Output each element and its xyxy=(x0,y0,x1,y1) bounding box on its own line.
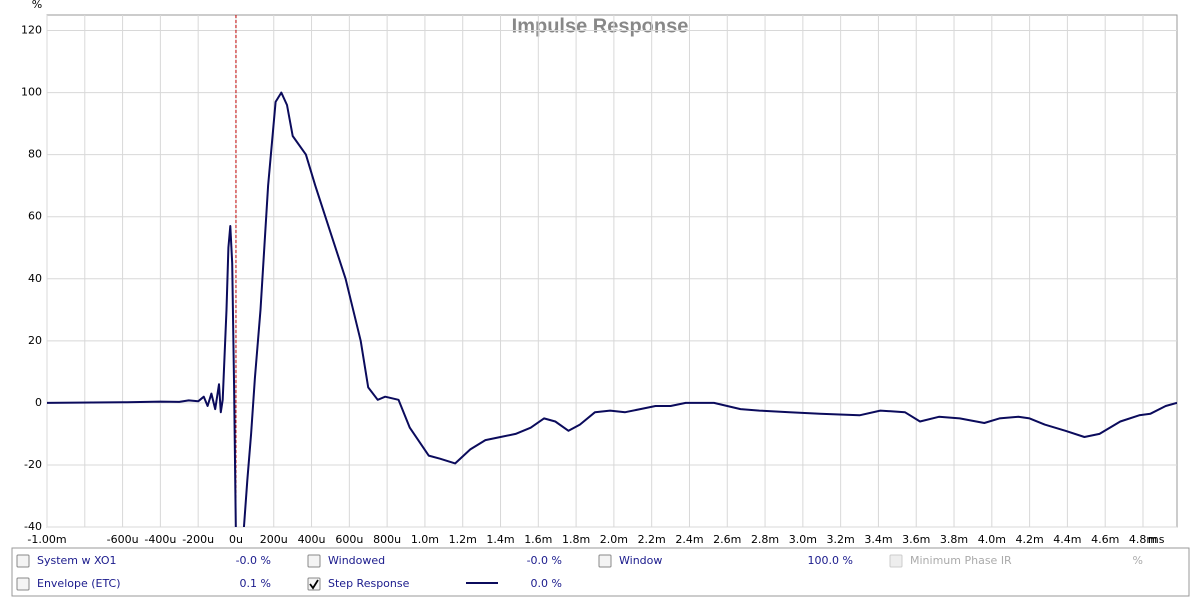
checkbox[interactable] xyxy=(307,554,321,568)
x-tick-label: 1.6m xyxy=(524,533,552,546)
y-unit: % xyxy=(32,0,42,11)
x-tick-label: 4.6m xyxy=(1091,533,1119,546)
x-tick-label: 1.2m xyxy=(449,533,477,546)
y-tick-label: 80 xyxy=(28,148,42,161)
line xyxy=(47,91,1177,527)
checkbox[interactable] xyxy=(16,577,30,591)
checkbox-label: Minimum Phase IR xyxy=(910,554,1012,567)
check-mark xyxy=(309,579,319,590)
checkbox-label: Windowed xyxy=(328,554,385,567)
checkbox[interactable] xyxy=(307,577,321,591)
y-tick-label: 100 xyxy=(21,86,42,99)
y-tick-label: 20 xyxy=(28,334,42,347)
panel-value: 100.0 % xyxy=(808,554,853,567)
x-tick-label: 2.0m xyxy=(600,533,628,546)
x-tick-label: -200u xyxy=(182,533,214,546)
x-tick-label: 800u xyxy=(373,533,401,546)
y-tick-label: -20 xyxy=(24,458,42,471)
x-tick-label: -600u xyxy=(107,533,139,546)
checkbox-box xyxy=(307,577,321,591)
checkbox-label: Envelope (ETC) xyxy=(37,577,121,590)
x-tick-label: -1.00m xyxy=(27,533,66,546)
x-tick-label: 3.8m xyxy=(940,533,968,546)
y-tick-label: 0 xyxy=(35,396,42,409)
x-tick-label: 200u xyxy=(260,533,288,546)
panel-value: 0.1 % xyxy=(240,577,271,590)
x-tick-label: 2.4m xyxy=(675,533,703,546)
x-tick-label: 0u xyxy=(229,533,243,546)
checkbox-box xyxy=(598,554,612,568)
checkbox-box xyxy=(16,554,30,568)
plot-area xyxy=(46,14,1178,528)
x-tick-label: 4.4m xyxy=(1053,533,1081,546)
x-tick-label: 2.6m xyxy=(713,533,741,546)
panel-value: 0.0 % xyxy=(531,577,562,590)
y-tick-label: -40 xyxy=(24,520,42,533)
x-tick-label: 4.0m xyxy=(978,533,1006,546)
panel-value: % xyxy=(1133,554,1143,567)
chart-title: Impulse Response xyxy=(512,15,689,37)
y-tick-label: 120 xyxy=(21,24,42,37)
x-tick-label: 2.8m xyxy=(751,533,779,546)
checkbox-box xyxy=(889,554,903,568)
checkbox-box xyxy=(307,554,321,568)
x-tick-label: 3.6m xyxy=(902,533,930,546)
x-tick-label: 400u xyxy=(298,533,326,546)
checkbox-label: Window xyxy=(619,554,662,567)
x-unit: ms xyxy=(1148,533,1165,546)
x-tick-label: 1.4m xyxy=(486,533,514,546)
y-tick-label: 60 xyxy=(28,210,42,223)
x-tick-label: 4.2m xyxy=(1015,533,1043,546)
x-tick-label: 3.4m xyxy=(864,533,892,546)
checkbox-box xyxy=(16,577,30,591)
x-tick-label: 3.0m xyxy=(789,533,817,546)
y-tick-label: 40 xyxy=(28,272,42,285)
x-tick-label: 1.0m xyxy=(411,533,439,546)
x-tick-label: 3.2m xyxy=(827,533,855,546)
x-tick-label: 2.2m xyxy=(638,533,666,546)
panel-value: -0.0 % xyxy=(527,554,562,567)
x-tick-label: 4.8m xyxy=(1129,533,1157,546)
x-tick-label: -400u xyxy=(144,533,176,546)
checkbox-label: Step Response xyxy=(328,577,410,590)
checkbox xyxy=(889,554,903,568)
x-tick-label: 1.8m xyxy=(562,533,590,546)
panel-value: -0.0 % xyxy=(236,554,271,567)
checkbox[interactable] xyxy=(16,554,30,568)
checkbox[interactable] xyxy=(598,554,612,568)
x-tick-label: 600u xyxy=(335,533,363,546)
checkbox-label: System w XO1 xyxy=(37,554,117,567)
